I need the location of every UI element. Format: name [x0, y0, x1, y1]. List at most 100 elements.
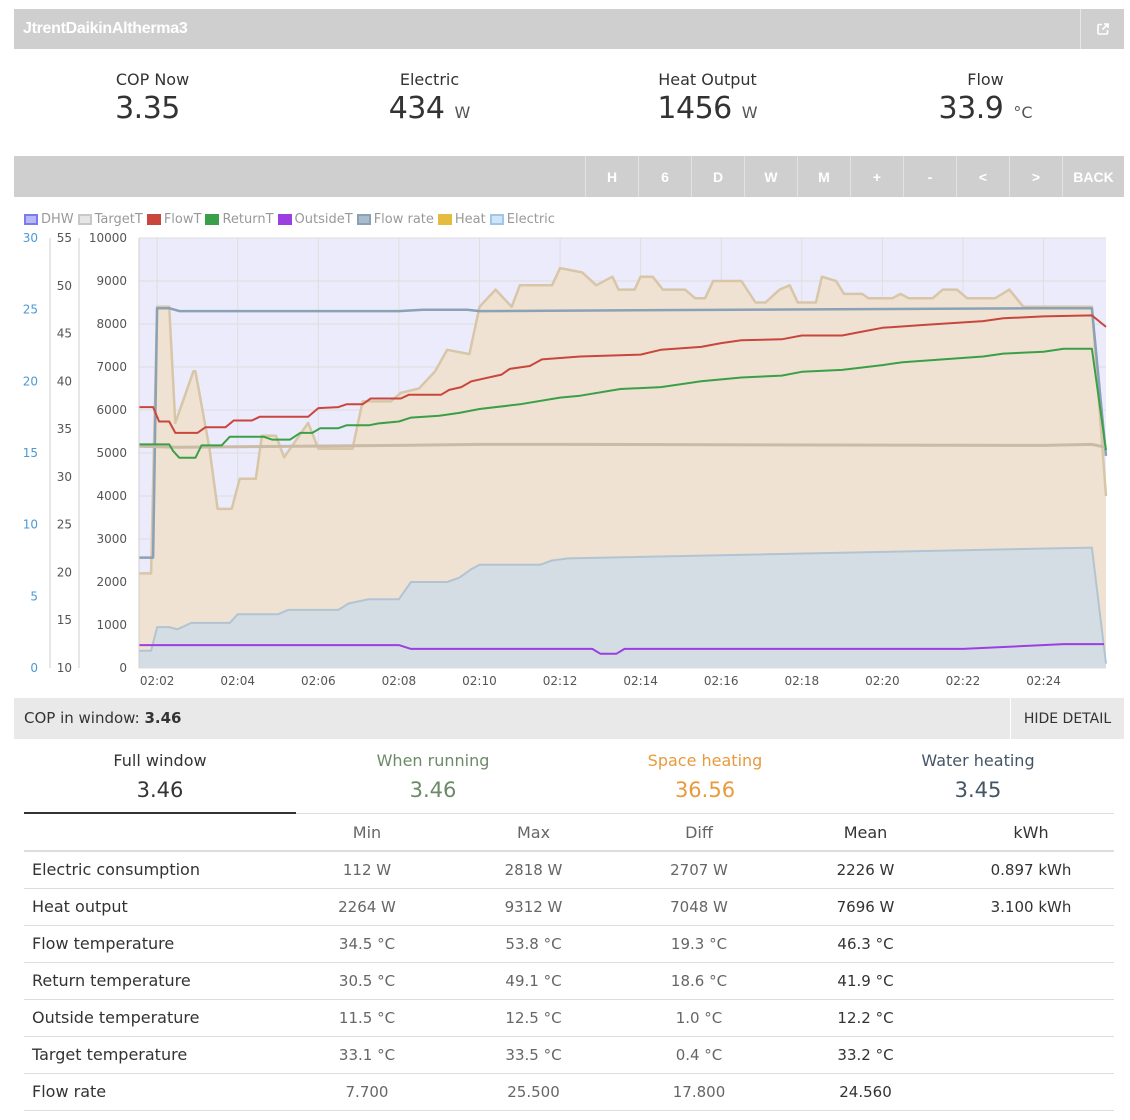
legend-item-flow-rate[interactable]: Flow rate [356, 212, 434, 227]
legend-item-electric[interactable]: Electric [489, 211, 555, 227]
table-cell: Heat output [24, 888, 282, 926]
power-tick-label: 1000 [96, 618, 127, 632]
time-tick-label: 02:12 [543, 674, 578, 688]
temp-tick-label: 20 [57, 565, 72, 579]
tab-label: When running [376, 751, 490, 770]
power-tick-label: 6000 [96, 403, 127, 417]
stat-unit: W [741, 103, 758, 122]
power-tick-label: 3000 [96, 532, 127, 546]
cop-window-value: 3.46 [144, 709, 182, 727]
range-day-button[interactable]: D [691, 156, 744, 197]
table-cell: 25.500 [452, 1073, 615, 1111]
hide-detail-button[interactable]: HIDE DETAIL [1010, 698, 1124, 739]
table-row: Outside temperature 11.5 °C 12.5 °C 1.0 … [24, 999, 1114, 1037]
legend-label: OutsideT [294, 211, 353, 227]
flowrate-tick-label: 5 [30, 589, 38, 603]
pan-right-button[interactable]: > [1009, 156, 1062, 197]
chart-toolbar: H 6 D W M + - < > BACK [14, 156, 1124, 197]
range-hour-button[interactable]: H [585, 156, 638, 197]
table-header-row: Min Max Diff Mean kWh [24, 814, 1114, 852]
power-tick-label: 8000 [96, 317, 127, 331]
popout-button[interactable] [1080, 9, 1124, 49]
time-tick-label: 02:02 [140, 674, 175, 688]
temp-tick-label: 35 [57, 422, 72, 436]
time-tick-label: 02:06 [301, 674, 336, 688]
time-tick-label: 02:22 [946, 674, 981, 688]
stat-value: 3.35 [115, 91, 180, 126]
zoom-out-button[interactable]: - [903, 156, 956, 197]
table-header-name [24, 814, 282, 852]
pan-left-button[interactable]: < [956, 156, 1009, 197]
table-header-min: Min [282, 814, 452, 852]
legend-item-outsidet[interactable]: OutsideT [277, 211, 353, 227]
tab-label: Water heating [921, 751, 1035, 770]
tab-value: 3.46 [409, 778, 457, 802]
table-cell [948, 999, 1114, 1037]
time-tick-label: 02:24 [1026, 674, 1061, 688]
table-cell: 0.897 kWh [948, 851, 1114, 889]
tab-water-heating[interactable]: Water heating 3.45 [842, 742, 1114, 814]
table-cell: 49.1 °C [452, 962, 615, 1000]
legend-item-returnt[interactable]: ReturnT [205, 212, 274, 227]
table-cell: Flow temperature [24, 925, 282, 963]
table-row: Flow rate 7.700 25.500 17.800 24.560 [24, 1073, 1114, 1111]
temp-tick-label: 55 [57, 231, 72, 245]
temp-tick-label: 10 [57, 661, 72, 675]
zoom-in-button[interactable]: + [850, 156, 903, 197]
table-cell: 2818 W [452, 851, 615, 889]
flowrate-tick-label: 20 [23, 374, 38, 388]
flowrate-tick-label: 0 [30, 661, 38, 675]
legend-item-targett[interactable]: TargetT [77, 211, 143, 227]
stat-label: Flow [967, 70, 1004, 89]
legend-item-dhw[interactable]: DHW [24, 212, 74, 227]
legend-label: Electric [506, 211, 555, 227]
external-link-icon [1096, 23, 1109, 35]
legend-swatch [489, 213, 504, 225]
time-tick-label: 02:18 [785, 674, 820, 688]
table-cell [948, 925, 1114, 963]
legend-item-flowt[interactable]: FlowT [146, 212, 201, 227]
table-header-max: Max [452, 814, 615, 852]
flowrate-tick-label: 30 [23, 231, 38, 245]
stat-value: 33.9 [938, 91, 1004, 126]
time-tick-label: 02:04 [220, 674, 255, 688]
table-cell: 17.800 [615, 1073, 783, 1111]
stat-unit: °C [1013, 103, 1033, 122]
flow-rate-line [139, 306, 1108, 559]
stats-panel: COP Now 3.35 Electric 434 W Heat Output 1… [14, 52, 1124, 136]
table-cell: Target temperature [24, 1036, 282, 1074]
temp-tick-label: 30 [57, 470, 72, 484]
legend-label: TargetT [94, 211, 143, 227]
tab-when-running[interactable]: When running 3.46 [297, 742, 569, 814]
table-cell: 3.100 kWh [948, 888, 1114, 926]
stat-label: COP Now [115, 70, 190, 89]
range-6h-button[interactable]: 6 [638, 156, 691, 197]
range-week-button[interactable]: W [744, 156, 797, 197]
table-cell: 11.5 °C [282, 999, 452, 1037]
table-cell: 0.4 °C [615, 1036, 783, 1074]
temp-tick-label: 40 [57, 374, 72, 388]
tab-full-window[interactable]: Full window 3.46 [24, 742, 296, 814]
table-cell: 33.1 °C [282, 1036, 452, 1074]
table-cell: 41.9 °C [783, 962, 948, 1000]
time-tick-label: 02:10 [462, 674, 497, 688]
table-row: Heat output 2264 W 9312 W 7048 W 7696 W … [24, 888, 1114, 926]
tab-space-heating[interactable]: Space heating 36.56 [569, 742, 841, 814]
legend-label: Heat [454, 211, 486, 227]
stat-value: 1456 [657, 91, 732, 126]
cop-window-label: COP in window: [24, 709, 140, 727]
legend-swatch [356, 213, 371, 225]
electric-line [139, 546, 1107, 664]
back-button[interactable]: BACK [1062, 156, 1124, 197]
power-tick-label: 5000 [96, 446, 127, 460]
stats-table: Min Max Diff Mean kWh Electric consumpti… [24, 814, 1114, 1111]
range-month-button[interactable]: M [797, 156, 850, 197]
legend-swatch [205, 213, 220, 225]
power-temperature-chart[interactable]: 1000090008000700060005000400030002000100… [14, 200, 1124, 698]
legend-item-heat[interactable]: Heat [437, 211, 486, 227]
cop-in-window: COP in window: 3.46 [24, 709, 181, 727]
table-cell: 46.3 °C [783, 925, 948, 963]
legend-swatch [77, 213, 92, 225]
table-cell: 2707 W [615, 851, 783, 889]
table-cell [948, 1036, 1114, 1074]
